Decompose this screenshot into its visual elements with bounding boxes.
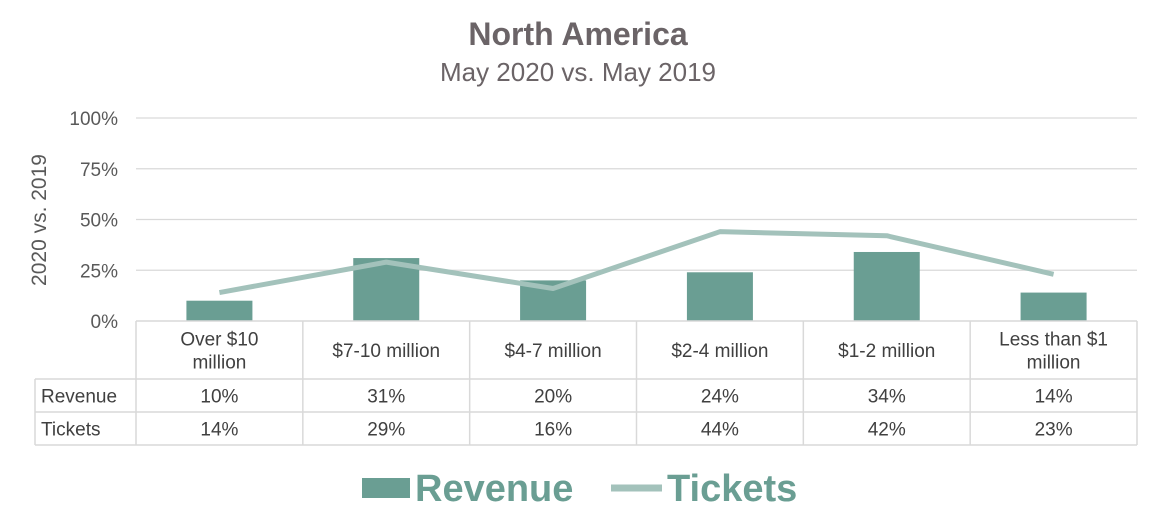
table-cell: 14% [200, 420, 238, 441]
category-label: Less than $1 million [999, 330, 1108, 374]
chart-title: North America [468, 16, 688, 52]
revenue-bar [853, 251, 920, 321]
table-cell: 31% [367, 387, 405, 408]
legend-revenue-swatch [362, 478, 410, 498]
y-tick-label: 100% [69, 109, 118, 130]
table-cell: 24% [701, 387, 739, 408]
table-cell: 20% [534, 387, 572, 408]
y-tick-labels: 0% 25% 50% 75% 100% [69, 109, 118, 333]
legend-tickets-label: Tickets [667, 468, 797, 510]
table-row-header: Revenue [41, 387, 117, 408]
legend-revenue-label: Revenue [415, 468, 573, 510]
chart-subtitle: May 2020 vs. May 2019 [440, 57, 716, 87]
legend: Revenue Tickets [362, 468, 797, 510]
table-cell: 23% [1035, 420, 1073, 441]
category-label: $1-2 million [838, 341, 935, 362]
y-tick-label: 50% [80, 211, 118, 232]
table-cell: 29% [367, 420, 405, 441]
table-cell: 44% [701, 420, 739, 441]
table-cell: 10% [200, 387, 238, 408]
tickets-series-line [218, 229, 1055, 296]
y-tick-label: 75% [80, 160, 118, 181]
table-cell: 16% [534, 420, 572, 441]
gridlines [136, 117, 1137, 271]
tickets-line [218, 229, 1055, 296]
table-cell: 14% [1035, 387, 1073, 408]
table-cell: 34% [868, 387, 906, 408]
revenue-bar [686, 272, 753, 321]
category-label: $2-4 million [671, 341, 768, 362]
revenue-bar [186, 300, 253, 321]
y-tick-label: 0% [91, 312, 119, 333]
table-cell: 42% [868, 420, 906, 441]
y-tick-label: 25% [80, 261, 118, 282]
table-row-header: Tickets [41, 420, 100, 441]
revenue-bars [186, 251, 1087, 321]
category-label: Over $10 million [180, 330, 258, 374]
category-label: $7-10 million [332, 341, 440, 362]
y-axis-label: 2020 vs. 2019 [28, 154, 51, 286]
data-table: Over $10 million $7-10 million $4-7 million… [34, 320, 1138, 446]
category-label: $4-7 million [505, 341, 602, 362]
revenue-bar [1020, 292, 1087, 321]
